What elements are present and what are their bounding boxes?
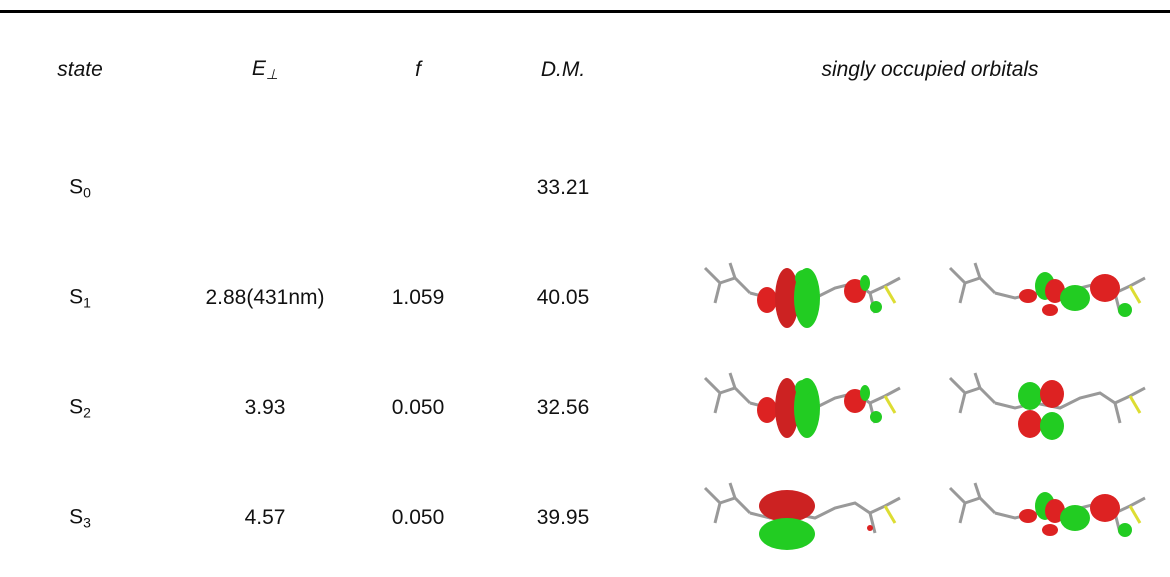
header-cell: state <box>57 58 103 82</box>
orbital-image <box>940 368 1165 453</box>
state-cell: S1 <box>69 286 91 311</box>
page: stateE⊥fD.M.singly occupied orbitalsS033… <box>0 0 1170 577</box>
header-text: f <box>415 58 421 81</box>
energy-text: 2.88(431nm) <box>205 286 324 309</box>
f-cell: 0.050 <box>392 506 445 530</box>
state-cell: S3 <box>69 506 91 531</box>
f-text: 0.050 <box>392 396 445 419</box>
state-subscript: 1 <box>83 295 91 311</box>
energy-cell: 2.88(431nm) <box>205 286 324 310</box>
dm-text: 33.21 <box>537 176 590 199</box>
header-cell: f <box>415 58 421 82</box>
state-cell: S2 <box>69 396 91 421</box>
state-text: S <box>69 286 83 309</box>
orbital-image <box>940 478 1165 568</box>
orbital-image <box>695 368 915 453</box>
state-text: S <box>69 396 83 419</box>
state-text: S <box>69 176 83 199</box>
state-subscript: 0 <box>83 185 91 201</box>
header-text: state <box>57 58 103 81</box>
energy-text: 4.57 <box>245 506 286 529</box>
top-rule <box>0 10 1170 13</box>
dm-text: 39.95 <box>537 506 590 529</box>
state-cell: S0 <box>69 176 91 201</box>
dm-cell: 33.21 <box>537 176 590 200</box>
dm-cell: 40.05 <box>537 286 590 310</box>
f-text: 1.059 <box>392 286 445 309</box>
state-subscript: 2 <box>83 405 91 421</box>
energy-text: 3.93 <box>245 396 286 419</box>
f-text: 0.050 <box>392 506 445 529</box>
orbital-image <box>940 258 1165 343</box>
orbital-image <box>695 478 915 568</box>
header-cell: singly occupied orbitals <box>821 58 1038 82</box>
f-cell: 0.050 <box>392 396 445 420</box>
energy-cell: 3.93 <box>245 396 286 420</box>
dm-text: 40.05 <box>537 286 590 309</box>
header-cell: D.M. <box>541 58 585 82</box>
orbital-image <box>695 258 915 343</box>
f-cell: 1.059 <box>392 286 445 310</box>
energy-cell: 4.57 <box>245 506 286 530</box>
state-subscript: 3 <box>83 515 91 531</box>
header-subscript: ⊥ <box>266 66 278 82</box>
state-text: S <box>69 506 83 529</box>
header-text: singly occupied orbitals <box>821 58 1038 81</box>
dm-cell: 32.56 <box>537 396 590 420</box>
header-cell: E⊥ <box>252 57 278 83</box>
dm-cell: 39.95 <box>537 506 590 530</box>
header-text: D.M. <box>541 58 585 81</box>
dm-text: 32.56 <box>537 396 590 419</box>
header-text: E <box>252 57 266 80</box>
